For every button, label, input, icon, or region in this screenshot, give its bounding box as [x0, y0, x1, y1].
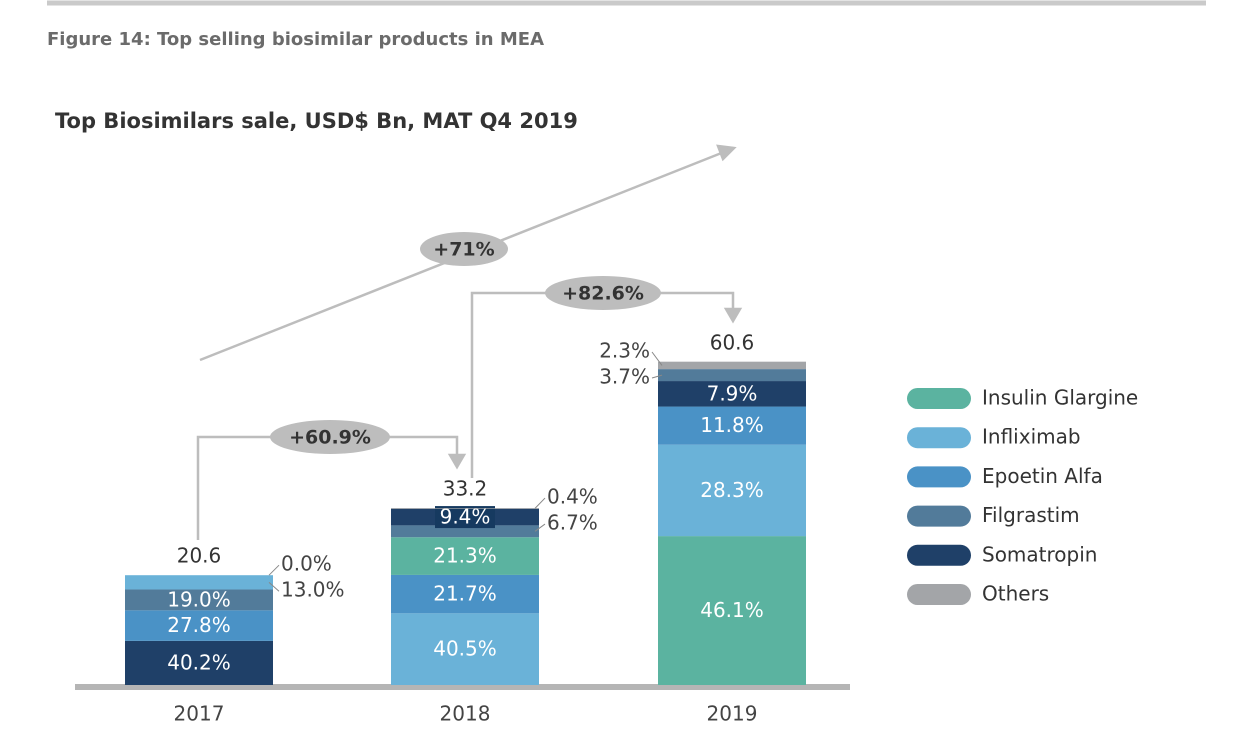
legend-swatch: [907, 505, 971, 527]
arrowhead: [447, 453, 467, 470]
legend-label: Somatropin: [982, 542, 1097, 566]
legend-swatch: [907, 466, 971, 488]
segment-label: 6.7%: [547, 511, 598, 535]
bar-segment: [391, 525, 539, 538]
segment-label: 7.9%: [707, 381, 758, 405]
annotation: +71%: [433, 239, 494, 261]
segment-label: 40.5%: [433, 637, 497, 661]
leader-line: [268, 581, 280, 592]
legend-label: Infliximab: [982, 425, 1081, 449]
legend-label: Others: [982, 582, 1049, 606]
bar-segment: [391, 574, 539, 614]
annotation: +60.9%: [289, 427, 371, 449]
segment-label: 21.7%: [433, 582, 497, 606]
bar-segment: [658, 381, 806, 407]
legend-label: Filgrastim: [982, 503, 1080, 527]
segment-label: 0.0%: [281, 552, 332, 576]
legend-label: Insulin Glargine: [982, 386, 1138, 410]
legend-swatch: [907, 427, 971, 449]
segment-label: 13.0%: [281, 578, 345, 602]
segment-label: 2.3%: [599, 339, 650, 363]
bar-segment: [658, 536, 806, 685]
bar-segment: [391, 537, 539, 575]
chart-subtitle: Top Biosimilars sale, USD$ Bn, MAT Q4 20…: [55, 109, 578, 133]
segment-label: 46.1%: [700, 598, 764, 622]
total-label: 60.6: [710, 331, 755, 355]
bar-segment: [391, 508, 539, 509]
annotation-bubble: [420, 232, 508, 266]
segment-label: 11.8%: [700, 413, 764, 437]
chart-title: Figure 14: Top selling biosimilar produc…: [47, 29, 544, 50]
leader-line: [534, 523, 546, 532]
segment-label: 27.8%: [167, 613, 231, 637]
leader-line: [651, 374, 663, 379]
annotation-bubble: [545, 276, 661, 310]
segment-label: 40.2%: [167, 650, 231, 674]
bar-segment: [125, 575, 273, 590]
arrowhead: [723, 307, 743, 324]
segment-label: 3.7%: [599, 365, 650, 389]
x-tick-label: 2018: [440, 702, 491, 726]
bar-segment: [391, 613, 539, 685]
segment-label: 19.0%: [167, 587, 231, 611]
total-label: 33.2: [443, 477, 488, 501]
legend-swatch: [907, 388, 971, 409]
leader-line: [651, 351, 663, 366]
legend-swatch: [907, 584, 971, 605]
label-box: [435, 506, 495, 529]
arrowhead: [716, 144, 737, 162]
bar-segment: [658, 369, 806, 382]
total-label: 20.6: [177, 544, 222, 568]
legend-label: Epoetin Alfa: [982, 464, 1103, 488]
bar-segment: [125, 610, 273, 641]
legend-swatch: [907, 544, 971, 566]
leader-line: [534, 497, 546, 509]
segment-label: 21.3%: [433, 544, 497, 568]
segment-label: 28.3%: [700, 478, 764, 502]
leader-line: [268, 564, 280, 576]
bar-segment: [125, 640, 273, 685]
annotation: +82.6%: [562, 283, 644, 305]
annotation-bubble: [270, 420, 390, 454]
bar-segment: [125, 589, 273, 611]
bar-segment: [658, 406, 806, 445]
x-tick-label: 2017: [174, 702, 225, 726]
segment-label: 0.4%: [547, 485, 598, 509]
x-tick-label: 2019: [707, 702, 758, 726]
bar-segment: [658, 444, 806, 537]
bar-segment: [658, 361, 806, 370]
